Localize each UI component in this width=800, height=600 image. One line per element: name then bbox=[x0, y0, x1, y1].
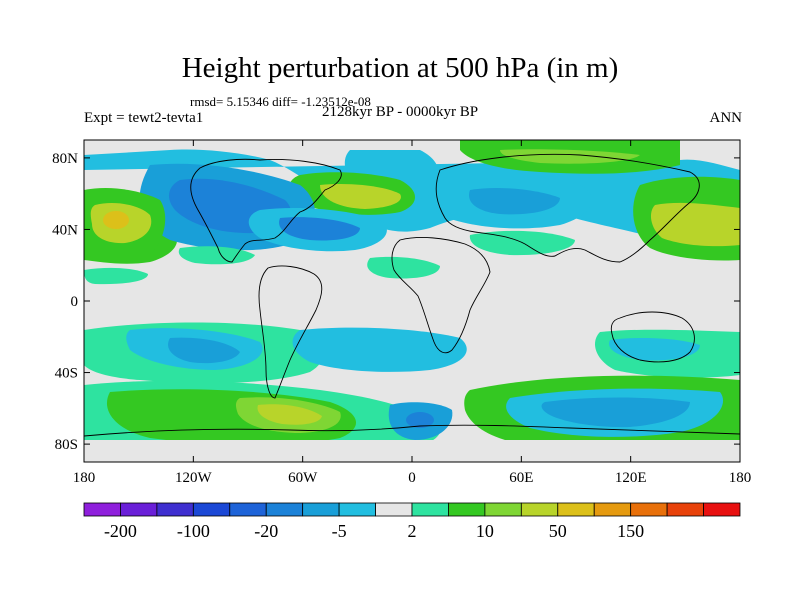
colorbar-label: 10 bbox=[476, 521, 494, 541]
rmsd-diff-stats: rmsd= 5.15346 diff= -1.23512e-08 bbox=[190, 94, 371, 109]
season-label: ANN bbox=[709, 110, 743, 126]
contour-negative-s-atlantic bbox=[292, 327, 467, 372]
contour-negative-s-pacific-core bbox=[168, 337, 240, 364]
coast-eurasia bbox=[435, 153, 700, 263]
colorbar-swatch bbox=[120, 502, 158, 517]
lon-tick-label: 0 bbox=[408, 470, 416, 486]
contour-negative-eurasia-core bbox=[469, 187, 560, 215]
colorbar-swatch bbox=[448, 502, 486, 517]
colorbar-swatch bbox=[156, 502, 194, 517]
lat-tick-label: 40N bbox=[52, 222, 78, 238]
contour-peak-s-ocean bbox=[257, 404, 322, 425]
colorbar-label: 150 bbox=[617, 521, 644, 541]
colorbar-label: -5 bbox=[332, 521, 347, 541]
colorbar-label: -100 bbox=[177, 521, 210, 541]
contour-weak-positive-e-pacific bbox=[84, 267, 148, 285]
lon-tick-label: 60E bbox=[509, 470, 533, 486]
colorbar-swatch bbox=[375, 502, 413, 517]
contour-weak-positive-africa bbox=[367, 256, 440, 279]
contour-negative-indian-s-ocean-core bbox=[541, 397, 690, 428]
colorbar-swatch bbox=[229, 502, 267, 517]
colorbar-swatch bbox=[593, 502, 632, 517]
colorbar-label: 50 bbox=[549, 521, 567, 541]
lon-tick-label: 180 bbox=[73, 470, 96, 486]
contour-negative-australia bbox=[609, 337, 700, 361]
experiment-label: Expt = tewt2-tevta1 bbox=[84, 110, 204, 126]
plot-title: Height perturbation at 500 hPa (in m) bbox=[181, 52, 619, 84]
contour-strong-n-atlantic bbox=[320, 184, 401, 209]
contour-weak-positive-c-america bbox=[178, 246, 255, 265]
coast-africa bbox=[391, 237, 491, 354]
lon-tick-label: 60W bbox=[288, 470, 318, 486]
lon-tick-label: 120E bbox=[615, 470, 647, 486]
colorbar-swatch bbox=[520, 502, 559, 517]
colorbar-swatch bbox=[83, 502, 121, 517]
colorbar-swatch bbox=[666, 502, 704, 517]
coast-australia bbox=[610, 311, 695, 363]
contour-strong-arctic-eurasia bbox=[500, 149, 640, 164]
coast-north-america bbox=[190, 158, 342, 263]
longitude-axis: 180 120W 60W 0 60E 120E 180 bbox=[73, 140, 752, 486]
contour-negative-antarctic-core bbox=[406, 412, 434, 428]
coast-antarctica bbox=[84, 424, 740, 437]
coast-south-america bbox=[258, 265, 323, 399]
lat-tick-label: 0 bbox=[71, 294, 79, 310]
lat-tick-label: 80S bbox=[55, 437, 78, 453]
contour-peak-pacific-high bbox=[103, 211, 129, 229]
colorbar-swatch bbox=[338, 502, 376, 517]
colorbar-label: 2 bbox=[408, 521, 417, 541]
colorbar-swatch bbox=[265, 502, 304, 517]
colorbar-swatch bbox=[302, 502, 340, 517]
period-label: 2128kyr BP - 0000kyr BP bbox=[322, 104, 479, 120]
contour-antarctic-neutral bbox=[84, 440, 740, 462]
colorbar-label: -200 bbox=[104, 521, 137, 541]
latitude-axis: 80N 40N 0 40S 80S bbox=[52, 151, 740, 453]
colorbar-swatch bbox=[192, 502, 231, 517]
colorbar-swatch bbox=[630, 502, 668, 517]
contour-negative-w-atlantic-core bbox=[279, 217, 360, 241]
lon-tick-label: 120W bbox=[175, 470, 213, 486]
lat-tick-label: 40S bbox=[55, 366, 78, 382]
contour-strong-nw-pacific bbox=[650, 202, 740, 247]
colorbar-swatch bbox=[557, 502, 595, 517]
coastlines bbox=[84, 153, 740, 437]
colorbar-swatch bbox=[484, 502, 522, 517]
colorbar: -200 -100 -20 -5 2 10 50 150 bbox=[83, 502, 741, 541]
anomaly-field bbox=[84, 140, 740, 462]
colorbar-swatch bbox=[411, 502, 449, 517]
colorbar-swatch bbox=[703, 502, 741, 517]
lon-tick-label: 180 bbox=[729, 470, 752, 486]
lat-tick-label: 80N bbox=[52, 151, 78, 167]
colorbar-label: -20 bbox=[254, 521, 278, 541]
